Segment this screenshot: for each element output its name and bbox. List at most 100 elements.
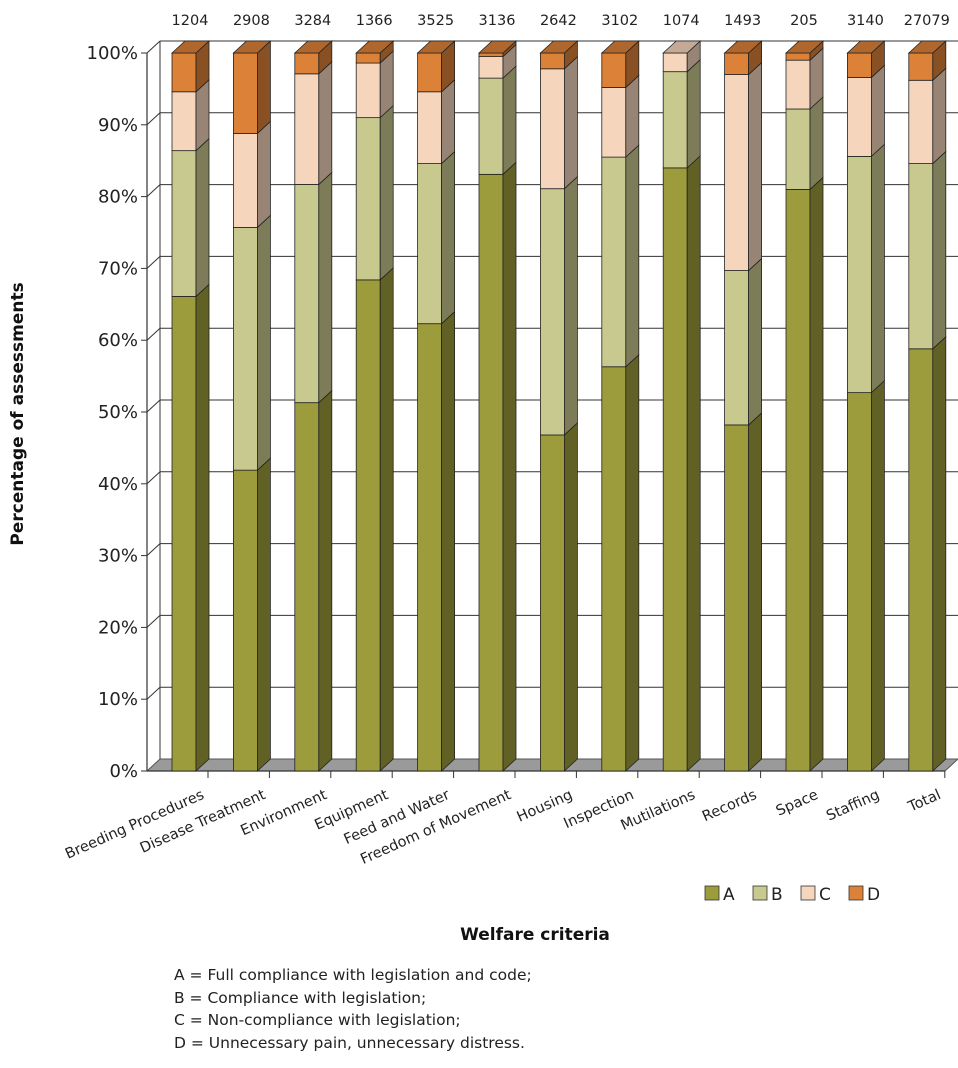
count-label: 3525 [417, 13, 454, 29]
bar-side-c [441, 78, 456, 165]
bar-side-c [564, 55, 578, 190]
bar-segment-b [540, 188, 565, 436]
bar-side-b [195, 137, 210, 298]
bar-segment-a [355, 279, 381, 772]
y-tick-label: 60% [98, 330, 138, 351]
bar-segment-c [847, 77, 872, 157]
count-label: 1493 [724, 13, 761, 29]
bar-stack [784, 40, 825, 772]
bar-segment-b [171, 150, 197, 297]
bar-side-c [748, 61, 762, 272]
bar-side-a [441, 310, 456, 772]
y-tick-label: 100% [87, 43, 138, 64]
x-axis-title: Welfare criteria [460, 925, 610, 945]
grid-slant [146, 40, 161, 54]
grid-slant [146, 471, 161, 485]
note-a: A = Full compliance with legislation and… [174, 966, 532, 984]
category-label: Records [700, 787, 759, 825]
grid-slant [146, 686, 161, 700]
y-tick-label: 30% [98, 546, 138, 567]
bars [170, 40, 947, 772]
legend-swatch-c [800, 885, 816, 901]
bar-side-a [932, 335, 947, 772]
legend-label-a: A [723, 885, 735, 905]
bar-side-b [564, 175, 578, 436]
y-tick-label: 40% [98, 474, 138, 495]
legend-label-d: D [867, 885, 880, 905]
count-label: 1366 [356, 13, 393, 29]
legend-swatch-a [704, 885, 720, 901]
grid-slant [146, 184, 161, 197]
bar-side-b [871, 143, 885, 394]
bar-segment-a [662, 167, 688, 772]
bar-stack [477, 40, 518, 772]
y-tick-label: 10% [98, 689, 138, 710]
bar-top [416, 40, 456, 54]
count-label: 205 [790, 13, 818, 29]
bar-side-a [379, 266, 394, 772]
grid-slant [146, 615, 161, 628]
bar-top [355, 40, 395, 54]
count-label: 3140 [847, 13, 884, 29]
bar-side-a [748, 412, 762, 772]
bar-segment-d [601, 52, 627, 88]
bar-side-b [441, 150, 456, 325]
bar-segment-b [724, 270, 749, 426]
bar-segment-b [355, 117, 381, 281]
y-tick-label: 0% [109, 761, 138, 782]
bar-segment-d [785, 52, 811, 61]
bar-side-b [809, 96, 824, 191]
legend-swatch-b [752, 885, 768, 901]
bar-side-c [625, 74, 640, 159]
bar-segment-a [908, 348, 934, 772]
bar-side-c [871, 64, 885, 158]
bar-side-c [256, 120, 271, 229]
bar-segment-a [847, 392, 872, 772]
y-tick-label: 20% [98, 617, 138, 638]
bar-stack [293, 40, 333, 772]
bar-segment-a [294, 402, 320, 772]
bar-top [600, 40, 640, 54]
grid-slant [146, 399, 161, 413]
bar-side-b [502, 65, 517, 176]
count-label: 3102 [601, 13, 638, 29]
bar-side-b [256, 214, 271, 472]
legend-label-b: B [771, 885, 783, 905]
legend: A B C D [704, 885, 880, 905]
bar-segment-c [724, 74, 749, 271]
y-tick-label: 90% [98, 115, 138, 136]
bar-segment-a [724, 424, 749, 772]
bar-side-a [871, 379, 885, 772]
bar-segment-c [785, 59, 811, 110]
bar-stack [723, 40, 763, 772]
y-tick-label: 80% [98, 187, 138, 208]
bar-segment-a [785, 189, 811, 772]
bar-segment-b [662, 71, 688, 169]
bar-segment-c [232, 133, 258, 228]
bar-segment-b [232, 227, 258, 471]
category-label: Total [905, 787, 943, 816]
bar-side-b [686, 58, 701, 169]
bar-segment-a [478, 173, 504, 772]
bar-stack [416, 40, 456, 772]
bar-segment-b [785, 108, 811, 190]
bar-segment-d [232, 52, 258, 134]
count-label: 2908 [233, 13, 270, 29]
bar-top [846, 40, 886, 54]
bar-segment-a [540, 434, 565, 772]
count-label: 1204 [172, 13, 209, 29]
grid-slant [146, 543, 161, 556]
bar-segment-a [601, 366, 627, 772]
bar-segment-d [724, 52, 749, 75]
bar-segment-d [847, 52, 872, 78]
legend-notes: A = Full compliance with legislation and… [174, 964, 532, 1054]
bar-side-a [625, 353, 640, 772]
bar-top [907, 40, 947, 54]
bar-side-a [564, 422, 578, 772]
bar-top [723, 40, 763, 54]
bar-side-d [256, 40, 271, 135]
bar-top [784, 40, 825, 54]
bar-segment-d [171, 52, 197, 93]
